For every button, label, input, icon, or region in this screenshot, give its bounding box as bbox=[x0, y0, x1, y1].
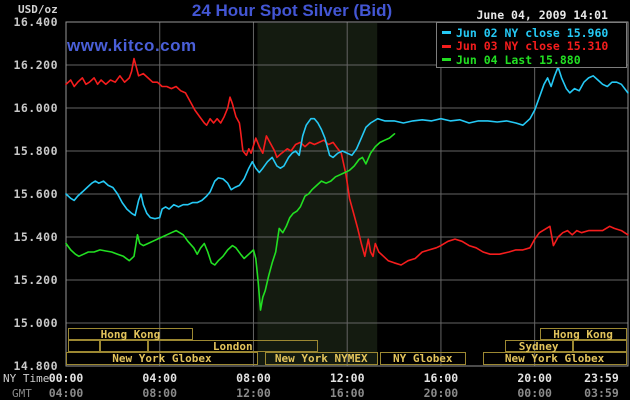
x-axis-tick-label-ny: 04:00 bbox=[142, 371, 178, 385]
session-box-sydney: Sydney bbox=[504, 339, 573, 353]
x-axis-tick-label-gmt: 16:00 bbox=[329, 386, 365, 400]
session-box-hong-kong: Hong Kong bbox=[539, 327, 627, 341]
legend-label: Jun 04 Last 15.880 bbox=[456, 52, 581, 67]
session-box-new-york-nymex: New York NYMEX bbox=[264, 352, 378, 365]
x-axis-tick-label-ny: 16:00 bbox=[423, 371, 459, 385]
page-title: 24 Hour Spot Silver (Bid) bbox=[191, 1, 393, 20]
y-axis-tick-label: 16.200 bbox=[13, 58, 58, 72]
y-axis-tick-label: 15.800 bbox=[13, 144, 58, 158]
session-label: Sydney bbox=[518, 339, 559, 353]
price-line-jun03 bbox=[65, 57, 629, 266]
x-axis-tick-label-ny: 00:00 bbox=[48, 371, 84, 385]
session-label: New York Globex bbox=[112, 352, 212, 365]
legend-label: Jun 02 NY close 15.960 bbox=[456, 25, 609, 40]
session-box bbox=[99, 340, 148, 352]
y-axis-unit-label: USD/oz bbox=[18, 3, 58, 16]
session-label: Hong Kong bbox=[553, 327, 613, 341]
session-label: New York NYMEX bbox=[274, 352, 368, 365]
x-axis-tick-label-ny: 08:00 bbox=[236, 371, 271, 385]
kitco-watermark: www.kitco.com bbox=[67, 36, 197, 55]
session-box-ny-globex: NY Globex bbox=[380, 352, 466, 365]
x-axis-tick-label-gmt: 08:00 bbox=[142, 386, 178, 400]
legend-dash-icon bbox=[442, 31, 451, 34]
session-label: Hong Kong bbox=[100, 327, 161, 341]
legend-dash-icon bbox=[442, 58, 451, 61]
y-axis-tick-label: 15.200 bbox=[13, 273, 58, 287]
y-axis-tick-label: 16.000 bbox=[13, 101, 58, 115]
x-axis-tick-label-ny: 20:00 bbox=[517, 371, 552, 385]
price-line-jun02 bbox=[65, 66, 629, 220]
price-line-jun04 bbox=[65, 133, 396, 311]
legend-dash-icon bbox=[442, 44, 451, 48]
session-box-hong-kong: Hong Kong bbox=[68, 328, 193, 340]
y-axis-tick-label: 15.400 bbox=[13, 230, 58, 244]
session-label: London bbox=[212, 339, 253, 353]
session-box-london: London bbox=[147, 339, 318, 353]
chart-datetime: June 04, 2009 14:01 bbox=[476, 8, 608, 22]
legend-item: Jun 02 NY close 15.960 bbox=[440, 25, 609, 40]
y-axis-tick-label: 15.600 bbox=[13, 187, 58, 201]
y-axis-tick-label: 15.000 bbox=[13, 316, 58, 330]
session-label: New York Globex bbox=[504, 352, 605, 365]
session-box-new-york-globex: New York Globex bbox=[482, 352, 627, 365]
y-axis-tick-label: 14.800 bbox=[13, 359, 58, 373]
legend-label: Jun 03 NY close 15.310 bbox=[456, 39, 609, 53]
session-box bbox=[572, 340, 627, 352]
ny-time-row-label: NY Time bbox=[3, 372, 50, 385]
x-axis-tick-label-gmt: 04:00 bbox=[48, 386, 84, 400]
x-axis-tick-label-gmt: 00:00 bbox=[517, 386, 552, 400]
y-axis-tick-label: 16.400 bbox=[13, 15, 58, 29]
legend-item: Jun 04 Last 15.880 bbox=[440, 52, 581, 67]
x-axis-tick-label-ny: 23:59 bbox=[584, 371, 619, 385]
gmt-row-label: GMT bbox=[12, 387, 32, 400]
legend-item: Jun 03 NY close 15.310 bbox=[440, 39, 609, 53]
session-label: NY Globex bbox=[392, 352, 453, 365]
legend: Jun 02 NY close 15.960 Jun 03 NY close 15… bbox=[436, 22, 627, 68]
x-axis-tick-label-ny: 12:00 bbox=[329, 371, 365, 385]
x-axis-tick-label-gmt: 03:59 bbox=[584, 386, 619, 400]
session-box bbox=[68, 340, 100, 352]
session-box-new-york-globex: New York Globex bbox=[66, 352, 258, 365]
x-axis-tick-label-gmt: 20:00 bbox=[423, 386, 459, 400]
x-axis-tick-label-gmt: 12:00 bbox=[236, 386, 271, 400]
